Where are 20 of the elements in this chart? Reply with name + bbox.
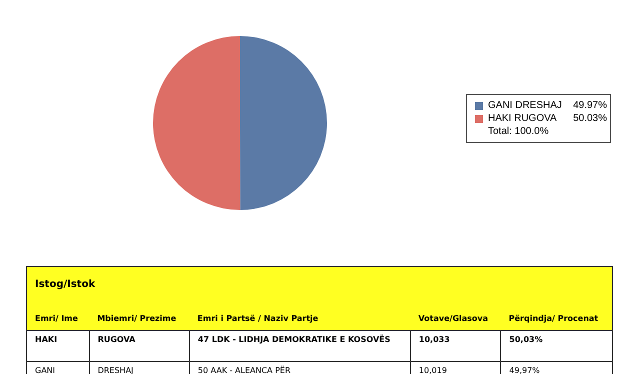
text: Istog/Istok xyxy=(26,266,612,297)
text: Total: 100.0% xyxy=(487,125,550,138)
text: Përqindja/ Procenat xyxy=(500,297,612,330)
text: 10,019 xyxy=(410,362,501,374)
text: HAKI xyxy=(26,330,90,362)
text: 49,97% xyxy=(500,362,612,374)
text: 50,03% xyxy=(500,330,612,362)
text: 50 AAK - ALEANCA PËR xyxy=(189,362,410,374)
text: Votave/Glasova xyxy=(410,297,501,330)
text: GANI xyxy=(26,362,90,374)
legend-label: HAKI RUGOVA xyxy=(488,112,558,125)
text: Mbiemri/ Prezime xyxy=(89,297,190,330)
text: 47 LDK - LIDHJA DEMOKRATIKE E KOSOVËS xyxy=(189,330,410,362)
data-label: 50.03% xyxy=(573,112,607,125)
legend-label: GANI DRESHAJ xyxy=(488,99,563,112)
text: Emri i Partsë / Naziv Partje xyxy=(189,297,410,330)
text: 10,033 xyxy=(410,330,501,362)
data-label: 49.97% xyxy=(573,99,607,112)
text: RUGOVA xyxy=(89,330,190,362)
text: Emri/ Ime xyxy=(26,297,90,330)
